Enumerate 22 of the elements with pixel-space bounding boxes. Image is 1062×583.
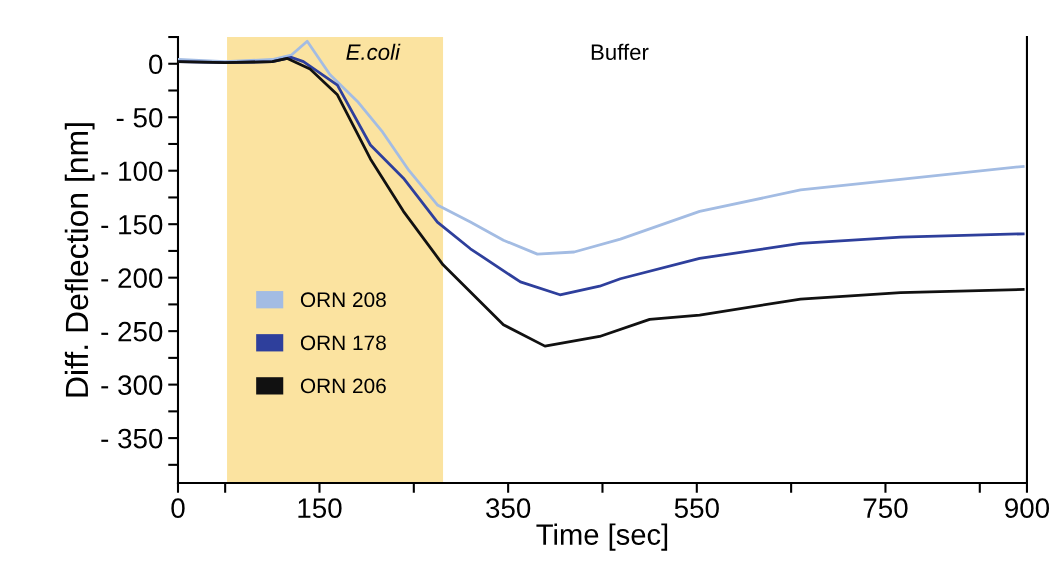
x-tick-label: 550 (674, 498, 719, 518)
y-tick-label: - 350 (101, 428, 163, 449)
band-label: E.coli (346, 43, 401, 61)
x-tick-label: 750 (863, 498, 908, 518)
x-tick-label: 150 (298, 498, 342, 518)
legend-label: ORN 208 (300, 292, 386, 308)
y-tick-label: - 300 (101, 375, 163, 395)
x-axis-title: Time [sec] (536, 523, 668, 551)
y-tick-label: 0 (149, 54, 163, 75)
y-tick-label: - 100 (101, 161, 163, 182)
annotation: Buffer (591, 43, 649, 61)
y-axis-title: Diff. Deflection [nm] (64, 123, 95, 397)
line-series (177, 39, 1025, 256)
legend-label: ORN 178 (300, 335, 386, 351)
y-tick-label: - 250 (101, 321, 163, 342)
legend-label: ORN 206 (300, 378, 386, 394)
x-tick-label: 350 (486, 498, 531, 518)
y-tick-label: - 200 (101, 268, 163, 288)
y-tick-label: - 50 (116, 107, 163, 128)
x-tick-label: 900 (1005, 498, 1050, 518)
x-tick-label: 0 (171, 498, 185, 518)
y-tick-label: - 150 (101, 214, 163, 235)
